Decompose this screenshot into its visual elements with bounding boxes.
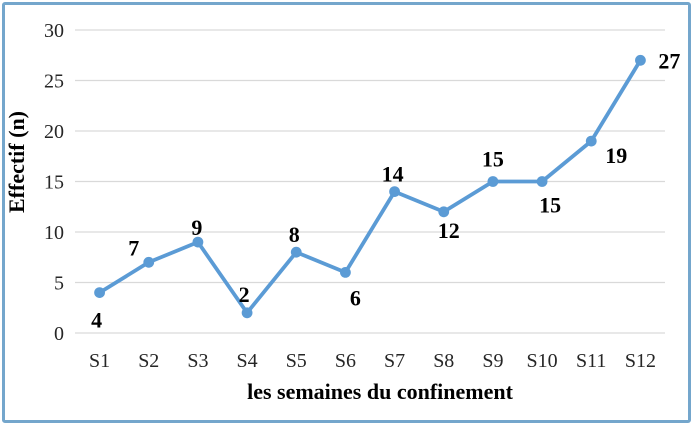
data-point-marker (192, 236, 204, 248)
x-axis-title: les semaines du confinement (247, 379, 513, 404)
data-label: 14 (382, 162, 404, 187)
data-point-marker (438, 206, 450, 218)
data-point-marker (241, 307, 253, 319)
x-tick-label: S7 (384, 350, 405, 372)
y-tick-label: 10 (44, 222, 64, 244)
data-label: 4 (91, 308, 102, 333)
data-label: 8 (289, 222, 300, 247)
x-tick-label: S12 (625, 350, 656, 372)
data-label: 15 (539, 193, 561, 218)
data-label: 9 (191, 215, 202, 240)
x-tick-label: S9 (482, 350, 503, 372)
x-tick-label: S1 (89, 350, 110, 372)
series-line (97, 58, 643, 315)
x-tick-label: S6 (335, 350, 356, 372)
x-tick-label: S2 (138, 350, 159, 372)
x-tick-label: S4 (237, 350, 258, 372)
y-tick-label: 20 (44, 121, 64, 143)
x-tick-label: S10 (527, 350, 558, 372)
data-label: 15 (482, 147, 504, 172)
y-tick-label: 15 (44, 172, 64, 194)
data-label: 12 (438, 218, 460, 243)
y-tick-label: 25 (44, 71, 64, 93)
data-label: 19 (605, 143, 627, 168)
data-point-marker (94, 287, 105, 298)
data-point-marker (340, 267, 351, 278)
y-tick-label: 0 (54, 323, 64, 345)
data-point-marker (290, 246, 302, 258)
data-point-marker (389, 186, 400, 198)
x-tick-label: S5 (286, 350, 307, 372)
data-point-marker (585, 135, 597, 147)
data-point-marker (635, 54, 646, 66)
y-tick-label: 30 (44, 20, 64, 42)
data-label: 2 (239, 282, 250, 307)
data-point-marker (143, 256, 155, 268)
x-tick-label: S3 (187, 350, 208, 372)
x-tick-label: S8 (433, 350, 454, 372)
data-label: 27 (658, 48, 680, 73)
data-label: 7 (128, 235, 139, 260)
data-point-marker (536, 176, 548, 187)
y-tick-label: 5 (54, 273, 64, 295)
data-label: 6 (350, 285, 361, 310)
x-tick-label: S11 (576, 350, 606, 372)
data-point-marker (487, 176, 499, 187)
